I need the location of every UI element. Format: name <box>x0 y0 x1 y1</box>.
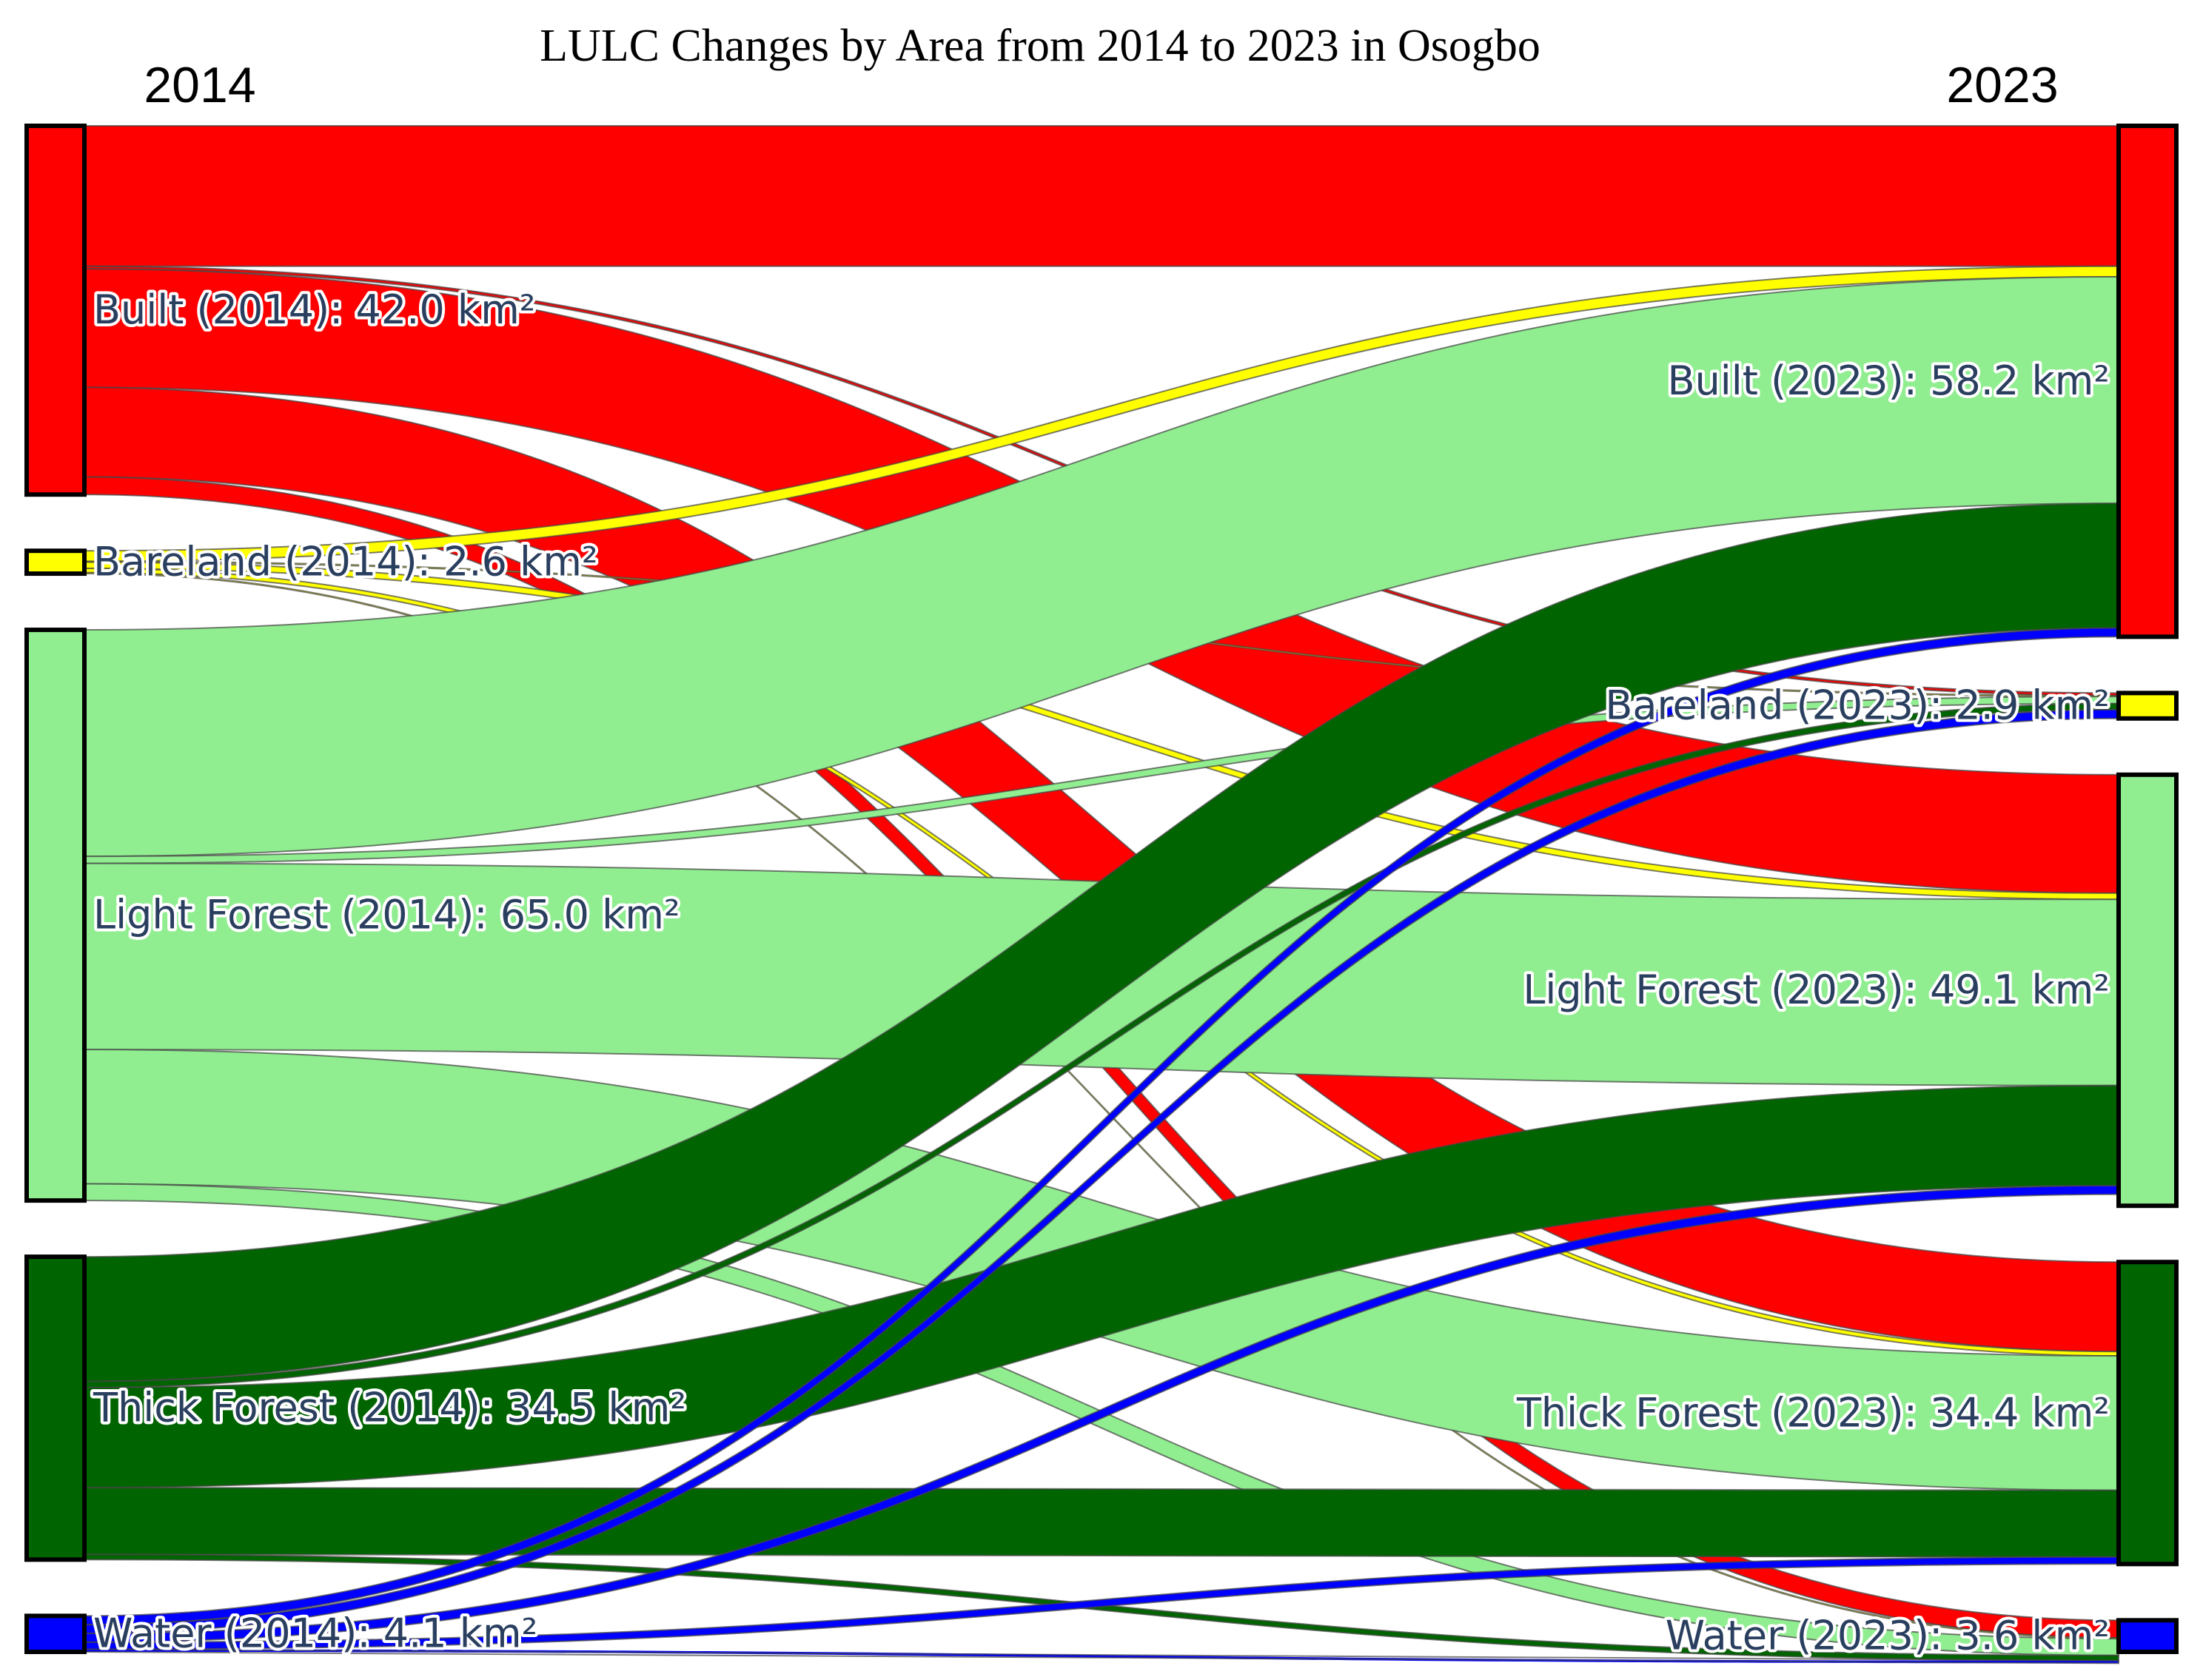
label-target-built: Built (2023): 58.2 km² <box>1668 357 2110 404</box>
node-target-water[interactable] <box>2116 1618 2179 1655</box>
label-source-water: Water (2014): 4.1 km² <box>93 1610 537 1657</box>
right-year-label: 2023 <box>1946 57 2058 113</box>
sankey-links <box>84 124 2119 1664</box>
node-target-lightforest[interactable] <box>2116 772 2179 1209</box>
label-source-built: Built (2014): 42.0 km² <box>93 286 535 333</box>
node-target-bareland[interactable] <box>2116 691 2179 721</box>
label-target-lightforest: Light Forest (2023): 49.1 km² <box>1523 967 2110 1013</box>
node-source-built[interactable] <box>24 124 87 497</box>
node-target-thickforest[interactable] <box>2116 1260 2179 1567</box>
label-source-lightforest: Light Forest (2014): 65.0 km² <box>93 892 680 938</box>
sankey-labels: Built (2014): 42.0 km² Bareland (2014): 2… <box>90 283 2113 1662</box>
sankey-nodes <box>24 124 2179 1655</box>
label-target-thickforest: Thick Forest (2023): 34.4 km² <box>1516 1389 2110 1436</box>
node-source-water[interactable] <box>24 1613 87 1654</box>
chart-title: LULC Changes by Area from 2014 to 2023 i… <box>540 21 1540 71</box>
node-source-thickforest[interactable] <box>24 1254 87 1562</box>
node-source-bareland[interactable] <box>24 548 87 577</box>
link-thickforest-to-thickforest[interactable] <box>84 1487 2119 1558</box>
link-built-to-built[interactable] <box>84 124 2119 267</box>
label-target-water: Water (2023): 3.6 km² <box>1666 1613 2110 1659</box>
node-target-built[interactable] <box>2116 124 2179 639</box>
node-source-lightforest[interactable] <box>24 628 87 1203</box>
label-target-bareland: Bareland (2023): 2.9 km² <box>1605 682 2110 729</box>
label-source-bareland: Bareland (2014): 2.6 km² <box>93 539 598 585</box>
left-year-label: 2014 <box>144 57 255 113</box>
label-source-thickforest: Thick Forest (2014): 34.5 km² <box>93 1385 686 1431</box>
